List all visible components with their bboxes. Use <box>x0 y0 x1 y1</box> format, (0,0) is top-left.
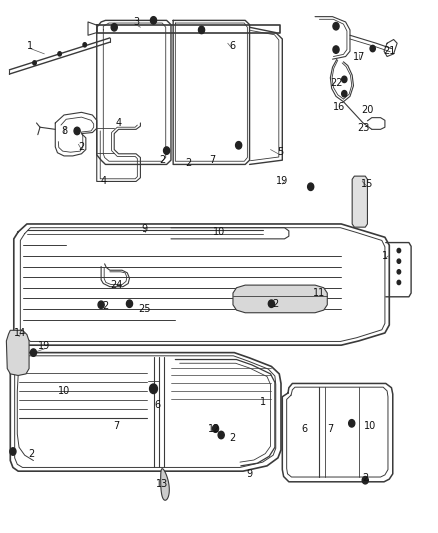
Circle shape <box>58 52 61 56</box>
Text: 6: 6 <box>155 400 161 410</box>
Text: 10: 10 <box>364 421 376 431</box>
Circle shape <box>397 270 401 274</box>
Text: 2: 2 <box>185 158 191 168</box>
Text: 1: 1 <box>382 251 388 261</box>
Circle shape <box>198 26 205 34</box>
Text: 1: 1 <box>260 397 266 407</box>
Text: 2: 2 <box>159 155 166 165</box>
Circle shape <box>33 61 36 65</box>
Text: 12: 12 <box>208 424 221 434</box>
Circle shape <box>333 22 339 30</box>
Text: 5: 5 <box>277 147 283 157</box>
Circle shape <box>83 43 86 47</box>
Polygon shape <box>352 176 367 227</box>
Text: 22: 22 <box>331 78 343 88</box>
Circle shape <box>236 142 242 149</box>
Text: 4: 4 <box>116 118 122 128</box>
Polygon shape <box>233 285 327 313</box>
Circle shape <box>98 301 104 309</box>
Circle shape <box>111 23 117 31</box>
Text: 1: 1 <box>27 41 33 51</box>
Text: 10: 10 <box>213 227 225 237</box>
Text: 3: 3 <box>133 17 139 27</box>
Circle shape <box>342 91 347 97</box>
Text: 15: 15 <box>361 179 374 189</box>
Text: 9: 9 <box>247 469 253 479</box>
Circle shape <box>397 280 401 285</box>
Circle shape <box>30 349 36 357</box>
Text: 7: 7 <box>327 424 333 434</box>
Circle shape <box>349 419 355 427</box>
Circle shape <box>307 183 314 190</box>
Text: 20: 20 <box>361 104 374 115</box>
Text: 8: 8 <box>61 126 67 136</box>
Text: 2: 2 <box>362 473 368 483</box>
Text: 11: 11 <box>313 288 325 298</box>
Text: 25: 25 <box>138 304 151 314</box>
Circle shape <box>268 300 275 308</box>
Text: 7: 7 <box>113 421 120 431</box>
Text: 9: 9 <box>142 224 148 235</box>
Circle shape <box>397 248 401 253</box>
Circle shape <box>163 147 170 155</box>
Text: 17: 17 <box>353 52 365 61</box>
Polygon shape <box>7 330 29 375</box>
Text: 6: 6 <box>229 41 235 51</box>
Text: 21: 21 <box>383 46 396 56</box>
Text: 19: 19 <box>38 341 50 351</box>
Circle shape <box>150 17 156 24</box>
Text: 2: 2 <box>272 298 279 309</box>
Text: 14: 14 <box>14 328 26 338</box>
Text: 16: 16 <box>333 102 345 112</box>
Text: 2: 2 <box>229 433 235 443</box>
Text: 13: 13 <box>156 480 168 489</box>
Text: 23: 23 <box>357 123 369 133</box>
Text: 24: 24 <box>110 280 123 290</box>
Circle shape <box>362 477 368 484</box>
Text: 10: 10 <box>58 386 70 397</box>
Circle shape <box>10 448 16 455</box>
Text: 19: 19 <box>276 176 289 187</box>
Circle shape <box>212 425 219 432</box>
Circle shape <box>342 76 347 83</box>
Circle shape <box>74 127 80 135</box>
Circle shape <box>218 431 224 439</box>
Circle shape <box>127 300 133 308</box>
Text: 2: 2 <box>102 301 109 311</box>
Text: 2: 2 <box>28 449 34 458</box>
Circle shape <box>397 259 401 263</box>
Circle shape <box>150 384 157 393</box>
Text: 2: 2 <box>78 142 85 152</box>
Text: 4: 4 <box>100 176 106 187</box>
Text: 6: 6 <box>301 424 307 434</box>
Polygon shape <box>161 469 170 500</box>
Text: 7: 7 <box>209 155 215 165</box>
Circle shape <box>370 45 375 52</box>
Circle shape <box>333 46 339 53</box>
